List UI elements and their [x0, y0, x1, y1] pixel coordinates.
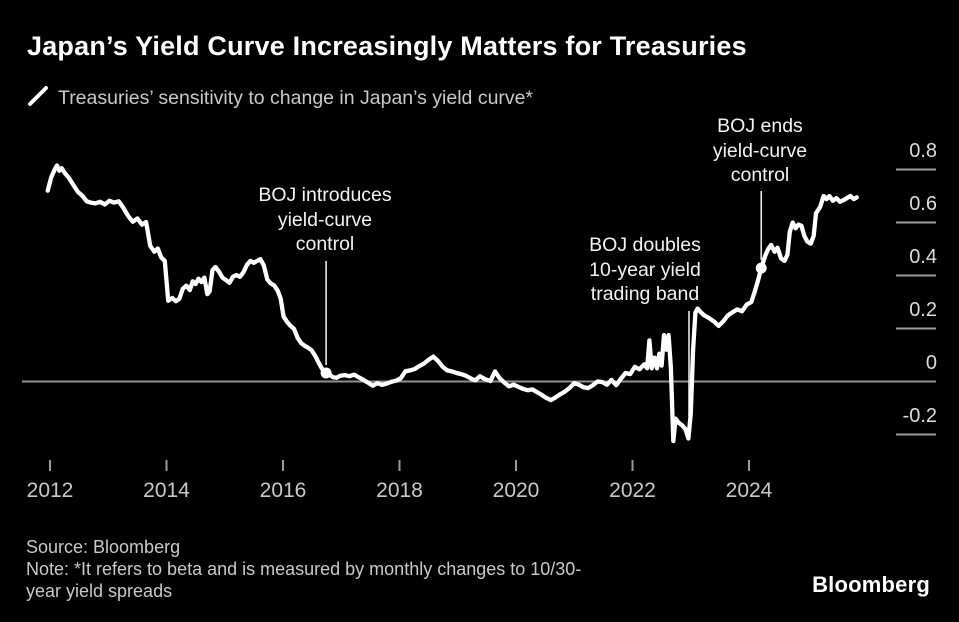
y-axis-label: 0.4 [909, 245, 937, 268]
x-axis-label: 2012 [26, 479, 74, 502]
y-axis-label: -0.2 [902, 404, 937, 427]
page-title: Japan’s Yield Curve Increasingly Matters… [27, 31, 747, 61]
bloomberg-logo: Bloomberg [812, 572, 930, 597]
x-axis-label: 2022 [609, 479, 656, 502]
x-axis-label: 2018 [376, 479, 423, 502]
x-axis-label: 2016 [259, 479, 307, 502]
annotation-line: BOJ doubles [589, 234, 701, 256]
legend-label: Treasuries’ sensitivity to change in Jap… [58, 87, 534, 109]
annotation-boj-doubles-band: BOJ doubles 10-year yield trading band [589, 233, 701, 307]
annotation-boj-introduces-ycc: BOJ introduces yield-curve control [258, 183, 391, 257]
y-axis-label: 0.2 [909, 298, 937, 321]
annotation-line: yield-curve [277, 208, 373, 231]
note-line-1: Note: *It refers to beta and is measured… [26, 559, 582, 579]
series-key-icon [27, 85, 49, 112]
annotation-line: yield-curve [712, 139, 808, 162]
legend: Treasuries’ sensitivity to change in Jap… [27, 85, 533, 112]
annotation-line: BOJ introduces [258, 184, 392, 206]
x-axis-label: 2020 [492, 479, 540, 502]
annotation-line: control [295, 233, 355, 255]
annotation-line: control [730, 164, 790, 186]
y-axis-label: 0.8 [909, 139, 937, 162]
annotation-line: trading band [590, 283, 700, 305]
annotation-line: BOJ ends [717, 115, 803, 137]
y-axis-label: 0 [925, 351, 937, 374]
x-axis-label: 2024 [725, 479, 773, 502]
x-axis-label: 2014 [143, 479, 190, 502]
note-line-2: year yield spreads [26, 581, 173, 601]
annotation-line: 10-year yield [589, 258, 701, 281]
event-marker-dot [320, 367, 332, 379]
y-axis-label: 0.6 [909, 192, 937, 215]
source-text: Source: Bloomberg [26, 537, 181, 557]
event-marker-dot [755, 262, 767, 274]
annotation-boj-ends-ycc: BOJ ends yield-curve control [713, 114, 807, 188]
data-line [45, 163, 859, 444]
